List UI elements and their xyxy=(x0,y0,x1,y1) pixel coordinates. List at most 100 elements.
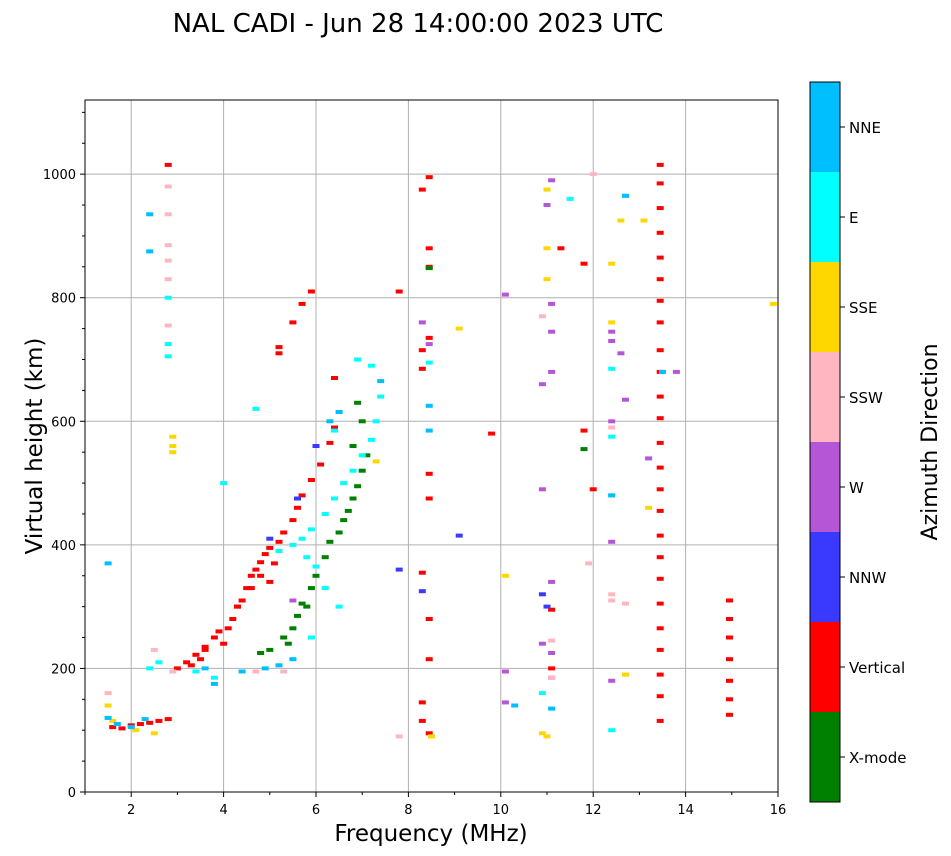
point-w xyxy=(608,539,616,544)
point-vertical xyxy=(289,518,297,523)
point-vertical xyxy=(418,348,426,353)
point-x-mode xyxy=(303,604,311,609)
point-vertical xyxy=(656,555,664,560)
point-ssw xyxy=(585,561,593,566)
point-nne xyxy=(335,410,343,414)
y-tick-label: 400 xyxy=(51,539,76,554)
data-points xyxy=(104,162,777,739)
point-vertical xyxy=(656,277,664,282)
point-vertical xyxy=(425,246,433,251)
point-ssw xyxy=(164,323,172,328)
colorbar-tick-label: SSE xyxy=(849,299,878,317)
point-e xyxy=(146,666,154,671)
point-x-mode xyxy=(289,626,297,631)
point-x-mode xyxy=(298,601,306,606)
point-vertical xyxy=(425,731,433,736)
point-ssw xyxy=(164,258,172,263)
point-vertical xyxy=(418,187,426,192)
point-vertical xyxy=(418,366,426,371)
point-vertical xyxy=(220,641,228,646)
point-ssw xyxy=(164,243,172,248)
point-nne xyxy=(146,212,154,217)
point-nnw xyxy=(395,567,403,572)
point-w xyxy=(538,487,546,492)
colorbar-frame xyxy=(809,81,841,803)
point-e xyxy=(425,360,433,365)
x-tick-label: 12 xyxy=(585,803,602,818)
point-nnw xyxy=(538,592,546,597)
point-e xyxy=(155,660,163,665)
point-vertical xyxy=(726,678,733,683)
point-vertical xyxy=(243,586,251,591)
point-vertical xyxy=(331,376,338,380)
point-sse xyxy=(543,246,551,251)
point-vertical xyxy=(275,345,283,350)
point-e xyxy=(335,604,343,609)
point-nnw xyxy=(455,533,463,538)
point-vertical xyxy=(294,505,301,510)
point-vertical xyxy=(418,570,426,575)
point-vertical xyxy=(656,298,664,303)
point-ssw xyxy=(589,172,597,177)
point-vertical xyxy=(395,289,403,294)
point-nne xyxy=(146,249,154,254)
colorbar-label: Azimuth Direction xyxy=(918,343,943,540)
point-ssw xyxy=(548,638,556,643)
point-vertical xyxy=(656,672,664,677)
point-ssw xyxy=(169,669,177,674)
point-vertical xyxy=(275,539,283,544)
point-sse xyxy=(104,703,112,708)
colorbar-tick-label: NNE xyxy=(849,119,881,137)
point-vertical xyxy=(656,440,664,445)
point-nne xyxy=(608,493,616,498)
point-vertical xyxy=(109,725,117,730)
point-e xyxy=(358,453,366,458)
point-e xyxy=(298,536,306,541)
point-vertical xyxy=(257,560,265,565)
point-nne xyxy=(141,717,149,722)
point-vertical xyxy=(307,478,315,482)
point-vertical xyxy=(136,722,144,726)
point-vertical xyxy=(298,493,306,498)
point-vertical xyxy=(656,206,664,211)
point-vertical xyxy=(252,567,260,572)
colorbar-tick-label: X-mode xyxy=(849,749,906,767)
point-vertical xyxy=(164,717,172,722)
point-vertical xyxy=(726,697,733,702)
point-vertical xyxy=(656,647,664,652)
point-vertical xyxy=(298,301,306,306)
point-x-mode xyxy=(340,518,348,523)
x-tick-label: 14 xyxy=(677,803,694,818)
point-ssw xyxy=(280,669,288,674)
x-tick-label: 2 xyxy=(127,803,135,818)
point-x-mode xyxy=(344,508,352,513)
point-vertical xyxy=(229,617,237,621)
point-nne xyxy=(275,663,283,668)
point-vertical xyxy=(656,694,664,699)
point-e xyxy=(164,295,172,300)
point-ssw xyxy=(608,598,616,603)
grid-lines xyxy=(85,100,779,793)
point-e xyxy=(303,555,311,560)
point-x-mode xyxy=(326,539,334,544)
point-sse xyxy=(150,731,158,736)
point-ssw xyxy=(538,314,546,319)
point-e xyxy=(566,196,574,201)
point-vertical xyxy=(210,635,218,640)
point-e xyxy=(349,468,357,473)
point-e xyxy=(164,342,172,347)
point-w xyxy=(645,456,653,461)
point-vertical xyxy=(656,181,664,186)
point-nne xyxy=(104,561,112,566)
point-vertical xyxy=(548,607,556,612)
point-e xyxy=(220,481,228,486)
point-x-mode xyxy=(312,573,320,578)
point-vertical xyxy=(726,617,733,621)
point-ssw xyxy=(608,592,616,597)
point-nne xyxy=(238,669,246,674)
point-w xyxy=(608,419,616,424)
point-nne xyxy=(113,722,121,726)
point-vertical xyxy=(656,508,664,513)
point-vertical xyxy=(656,320,664,325)
point-vertical xyxy=(425,335,433,340)
